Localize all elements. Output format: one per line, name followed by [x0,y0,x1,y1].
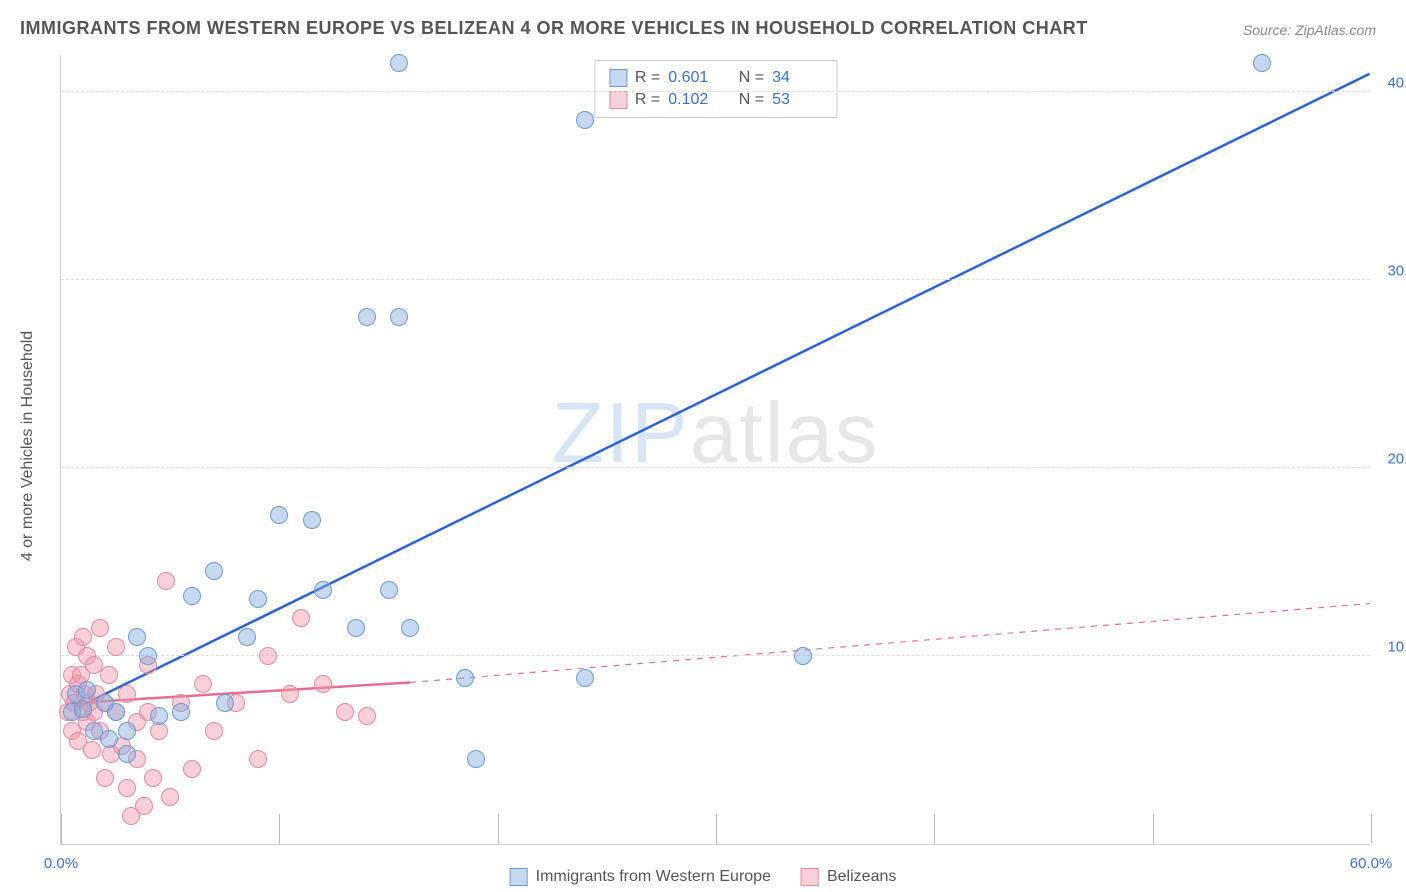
stats-row-blue: R = 0.601 N = 34 [609,67,822,89]
y-gridline [61,467,1370,468]
y-tick-label: 40.0% [1375,74,1406,91]
scatter-point-blue [390,54,408,72]
scatter-point-blue [1253,54,1271,72]
legend-label: Belizeans [827,868,896,886]
scatter-point-blue [183,587,201,605]
x-tick [1153,814,1154,844]
y-tick-label: 20.0% [1375,450,1406,467]
scatter-point-blue [249,590,267,608]
scatter-point-pink [144,769,162,787]
scatter-point-pink [157,572,175,590]
scatter-point-blue [74,700,92,718]
plot-region: ZIPatlas R = 0.601 N = 34 R = 0.102 N = … [60,55,1370,845]
scatter-point-pink [96,769,114,787]
x-tick [934,814,935,844]
x-tick-label: 60.0% [1350,855,1393,872]
scatter-point-pink [336,703,354,721]
swatch-pink [609,91,627,109]
swatch-pink [801,868,819,886]
scatter-point-blue [139,647,157,665]
y-gridline [61,91,1370,92]
scatter-point-pink [249,750,267,768]
y-gridline [61,279,1370,280]
scatter-point-pink [259,647,277,665]
scatter-point-pink [74,628,92,646]
scatter-point-pink [161,788,179,806]
n-label: N = [739,69,764,87]
scatter-point-pink [281,685,299,703]
x-tick [716,814,717,844]
scatter-point-blue [794,647,812,665]
r-label: R = [635,91,660,109]
scatter-point-blue [238,628,256,646]
trend-lines-layer [61,55,1370,844]
scatter-point-blue [107,703,125,721]
swatch-blue [510,868,528,886]
scatter-point-pink [100,666,118,684]
source-credit: Source: ZipAtlas.com [1243,22,1376,38]
scatter-point-blue [358,308,376,326]
r-label: R = [635,69,660,87]
chart-area: ZIPatlas R = 0.601 N = 34 R = 0.102 N = … [60,55,1370,845]
x-tick-label: 0.0% [44,855,78,872]
bottom-legend: Immigrants from Western Europe Belizeans [510,868,897,886]
n-value: 53 [772,91,822,109]
x-tick [498,814,499,844]
scatter-point-pink [91,619,109,637]
scatter-point-blue [118,745,136,763]
scatter-point-blue [467,750,485,768]
x-tick [279,814,280,844]
trend-line [79,74,1370,707]
chart-title: IMMIGRANTS FROM WESTERN EUROPE VS BELIZE… [20,18,1088,39]
x-tick [1371,814,1372,844]
scatter-point-blue [303,511,321,529]
scatter-point-pink [358,707,376,725]
stats-row-pink: R = 0.102 N = 53 [609,89,822,111]
scatter-point-blue [205,562,223,580]
scatter-point-pink [183,760,201,778]
scatter-point-pink [118,685,136,703]
scatter-point-pink [83,741,101,759]
y-gridline [61,655,1370,656]
watermark: ZIPatlas [552,385,880,483]
scatter-point-pink [118,779,136,797]
legend-item-blue: Immigrants from Western Europe [510,868,771,886]
r-value: 0.102 [668,91,718,109]
scatter-point-blue [347,619,365,637]
scatter-point-blue [78,681,96,699]
scatter-point-pink [314,675,332,693]
trend-line [410,604,1369,683]
scatter-point-blue [576,111,594,129]
scatter-point-blue [150,707,168,725]
scatter-point-blue [128,628,146,646]
legend-item-pink: Belizeans [801,868,896,886]
scatter-point-blue [118,722,136,740]
scatter-point-pink [292,609,310,627]
scatter-point-pink [205,722,223,740]
scatter-point-pink [194,675,212,693]
swatch-blue [609,69,627,87]
scatter-point-blue [100,730,118,748]
scatter-point-blue [456,669,474,687]
n-label: N = [739,91,764,109]
y-tick-label: 10.0% [1375,638,1406,655]
r-value: 0.601 [668,69,718,87]
x-tick [61,814,62,844]
scatter-point-blue [314,581,332,599]
scatter-point-blue [380,581,398,599]
scatter-point-blue [172,703,190,721]
scatter-point-pink [135,797,153,815]
scatter-point-blue [270,506,288,524]
scatter-point-pink [107,638,125,656]
scatter-point-blue [576,669,594,687]
y-tick-label: 30.0% [1375,262,1406,279]
scatter-point-blue [216,694,234,712]
stats-legend: R = 0.601 N = 34 R = 0.102 N = 53 [594,60,837,118]
n-value: 34 [772,69,822,87]
scatter-point-blue [401,619,419,637]
legend-label: Immigrants from Western Europe [536,868,771,886]
y-axis-label: 4 or more Vehicles in Household [19,331,37,561]
scatter-point-blue [390,308,408,326]
